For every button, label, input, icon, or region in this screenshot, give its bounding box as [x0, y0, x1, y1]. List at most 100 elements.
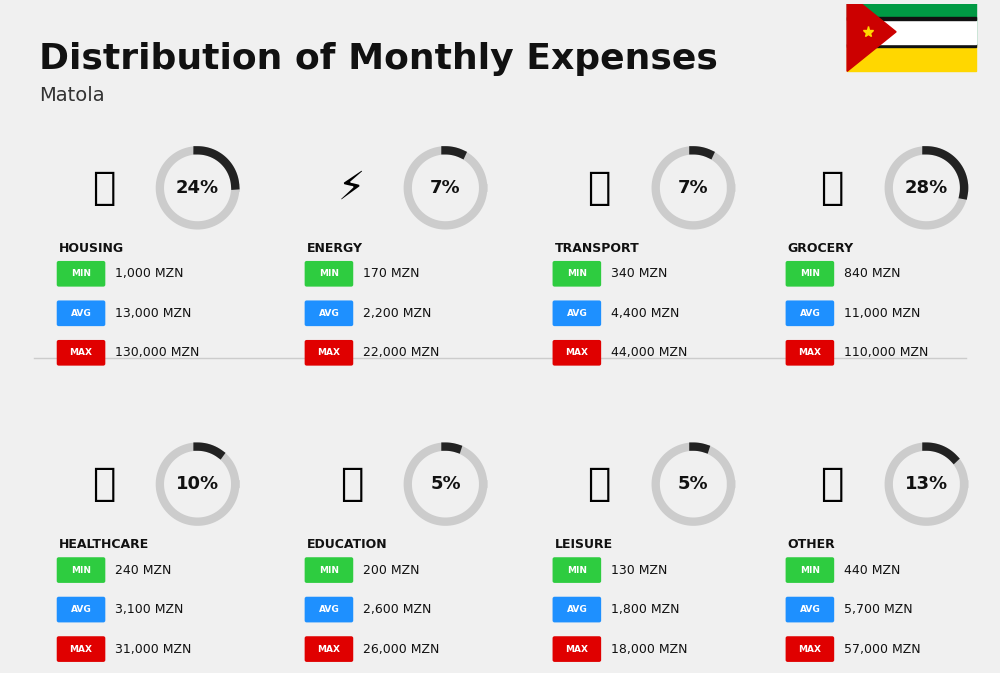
FancyBboxPatch shape	[57, 597, 105, 623]
Text: MIN: MIN	[319, 565, 339, 575]
Text: MAX: MAX	[70, 645, 93, 653]
Text: MAX: MAX	[565, 645, 588, 653]
FancyBboxPatch shape	[786, 557, 834, 583]
Text: 840 MZN: 840 MZN	[844, 267, 901, 280]
Text: 13%: 13%	[905, 475, 948, 493]
Text: 5,700 MZN: 5,700 MZN	[844, 603, 913, 616]
FancyBboxPatch shape	[57, 300, 105, 326]
Text: 5%: 5%	[678, 475, 709, 493]
FancyBboxPatch shape	[553, 557, 601, 583]
Text: 130 MZN: 130 MZN	[611, 563, 667, 577]
Text: MIN: MIN	[567, 565, 587, 575]
Text: 2,200 MZN: 2,200 MZN	[363, 307, 432, 320]
Text: MIN: MIN	[71, 269, 91, 279]
Text: 57,000 MZN: 57,000 MZN	[844, 643, 921, 656]
Text: 22,000 MZN: 22,000 MZN	[363, 347, 440, 359]
Text: EDUCATION: EDUCATION	[307, 538, 387, 551]
Text: MIN: MIN	[800, 269, 820, 279]
FancyBboxPatch shape	[553, 340, 601, 365]
Polygon shape	[847, 0, 896, 71]
Text: 10%: 10%	[176, 475, 219, 493]
Text: 11,000 MZN: 11,000 MZN	[844, 307, 920, 320]
FancyBboxPatch shape	[305, 597, 353, 623]
Text: Matola: Matola	[39, 86, 104, 105]
Text: 4,400 MZN: 4,400 MZN	[611, 307, 679, 320]
Text: 3,100 MZN: 3,100 MZN	[115, 603, 184, 616]
Bar	[847, 20, 976, 44]
Text: MIN: MIN	[800, 565, 820, 575]
Text: 5%: 5%	[430, 475, 461, 493]
FancyBboxPatch shape	[305, 261, 353, 287]
FancyBboxPatch shape	[57, 261, 105, 287]
Text: MIN: MIN	[71, 565, 91, 575]
FancyBboxPatch shape	[553, 261, 601, 287]
Text: 130,000 MZN: 130,000 MZN	[115, 347, 200, 359]
FancyBboxPatch shape	[786, 597, 834, 623]
FancyBboxPatch shape	[305, 300, 353, 326]
Text: 340 MZN: 340 MZN	[611, 267, 667, 280]
Text: AVG: AVG	[800, 605, 820, 614]
Text: 170 MZN: 170 MZN	[363, 267, 420, 280]
FancyBboxPatch shape	[305, 340, 353, 365]
Text: 200 MZN: 200 MZN	[363, 563, 420, 577]
Text: 1,000 MZN: 1,000 MZN	[115, 267, 184, 280]
Text: MAX: MAX	[317, 645, 340, 653]
FancyBboxPatch shape	[57, 340, 105, 365]
Text: OTHER: OTHER	[788, 538, 835, 551]
Text: MAX: MAX	[317, 349, 340, 357]
Text: 26,000 MZN: 26,000 MZN	[363, 643, 440, 656]
Text: 💰: 💰	[821, 465, 844, 503]
Text: HOUSING: HOUSING	[59, 242, 124, 255]
Text: 💊: 💊	[92, 465, 115, 503]
Text: 🏢: 🏢	[92, 169, 115, 207]
Text: MAX: MAX	[70, 349, 93, 357]
Text: TRANSPORT: TRANSPORT	[555, 242, 639, 255]
FancyBboxPatch shape	[786, 261, 834, 287]
Text: 240 MZN: 240 MZN	[115, 563, 172, 577]
FancyBboxPatch shape	[553, 636, 601, 662]
Text: 🛍: 🛍	[587, 465, 611, 503]
Text: AVG: AVG	[71, 309, 91, 318]
Text: 28%: 28%	[905, 179, 948, 197]
FancyBboxPatch shape	[786, 340, 834, 365]
Text: AVG: AVG	[566, 605, 587, 614]
FancyBboxPatch shape	[786, 636, 834, 662]
Text: LEISURE: LEISURE	[555, 538, 613, 551]
FancyBboxPatch shape	[57, 557, 105, 583]
Bar	[847, 17, 976, 20]
Text: 7%: 7%	[678, 179, 709, 197]
Text: MAX: MAX	[565, 349, 588, 357]
Text: MAX: MAX	[798, 645, 821, 653]
Text: ENERGY: ENERGY	[307, 242, 363, 255]
Text: 24%: 24%	[176, 179, 219, 197]
Text: AVG: AVG	[800, 309, 820, 318]
Text: MAX: MAX	[798, 349, 821, 357]
FancyBboxPatch shape	[553, 300, 601, 326]
FancyBboxPatch shape	[57, 636, 105, 662]
Text: AVG: AVG	[71, 605, 91, 614]
Text: GROCERY: GROCERY	[788, 242, 854, 255]
FancyBboxPatch shape	[786, 300, 834, 326]
FancyBboxPatch shape	[305, 557, 353, 583]
Text: 440 MZN: 440 MZN	[844, 563, 900, 577]
Bar	[847, 45, 976, 71]
Bar	[847, 0, 976, 45]
Text: 1,800 MZN: 1,800 MZN	[611, 603, 680, 616]
Text: 44,000 MZN: 44,000 MZN	[611, 347, 687, 359]
Text: AVG: AVG	[319, 309, 339, 318]
FancyBboxPatch shape	[553, 597, 601, 623]
Text: 🛒: 🛒	[821, 169, 844, 207]
Text: 7%: 7%	[430, 179, 461, 197]
Text: 🎓: 🎓	[340, 465, 363, 503]
Text: 110,000 MZN: 110,000 MZN	[844, 347, 928, 359]
Text: 31,000 MZN: 31,000 MZN	[115, 643, 192, 656]
Bar	[847, 44, 976, 47]
Text: 🚌: 🚌	[587, 169, 611, 207]
Text: 2,600 MZN: 2,600 MZN	[363, 603, 432, 616]
Text: HEALTHCARE: HEALTHCARE	[59, 538, 149, 551]
Text: AVG: AVG	[566, 309, 587, 318]
Text: 13,000 MZN: 13,000 MZN	[115, 307, 192, 320]
Text: ⚡: ⚡	[338, 169, 365, 207]
Text: AVG: AVG	[319, 605, 339, 614]
Text: MIN: MIN	[567, 269, 587, 279]
